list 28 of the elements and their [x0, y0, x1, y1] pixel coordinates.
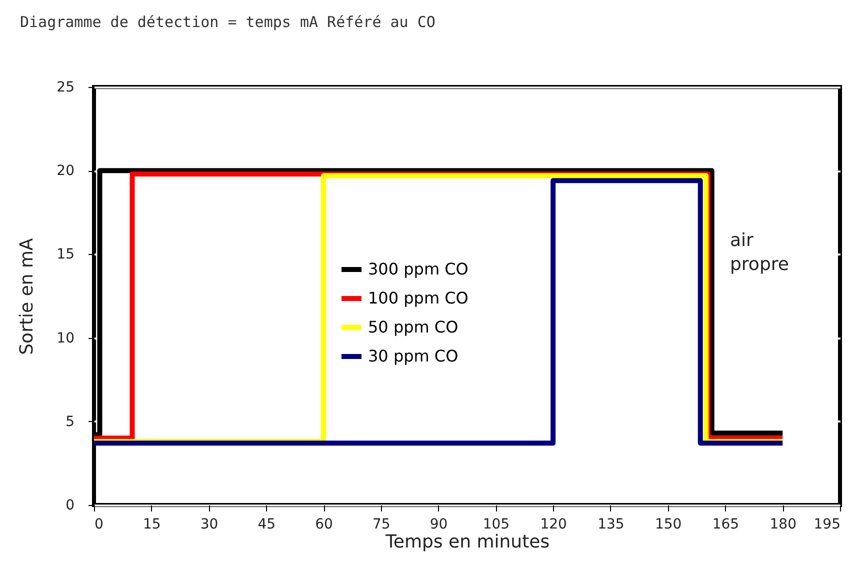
- x-tick-label: 120: [540, 516, 567, 532]
- x-tick-label: 180: [770, 516, 796, 532]
- x-tick-label: 0: [94, 516, 104, 532]
- x-tick-label: 60: [315, 516, 333, 532]
- x-tick-label: 165: [712, 516, 740, 532]
- legend-label: 50 ppm CO: [368, 318, 458, 336]
- x-tick-label: 45: [258, 516, 276, 532]
- chart-title: Diagramme de détection = temps mA Référé au CO: [20, 13, 436, 31]
- x-tick-label: 15: [142, 516, 161, 532]
- x-tick-label: 135: [598, 516, 624, 532]
- y-tick-label: 0: [66, 498, 74, 514]
- legend-label: 100 ppm CO: [368, 288, 468, 308]
- x-tick-label: 90: [430, 516, 448, 532]
- legend-label: 300 ppm CO: [368, 260, 468, 278]
- y-tick-label: 15: [56, 246, 74, 263]
- annotation: air propre: [730, 230, 789, 275]
- x-tick-label: 105: [482, 516, 510, 532]
- y-tick-label: 10: [56, 330, 74, 346]
- x-tick-label: 30: [200, 516, 218, 532]
- legend-label: 30 ppm CO: [368, 346, 458, 366]
- y-tick-label: 5: [66, 414, 74, 430]
- x-tick-label: 150: [654, 516, 682, 532]
- x-tick-label: 75: [372, 516, 390, 532]
- y-axis-title: Sortie en mA: [16, 237, 38, 355]
- x-tick-label: 195: [814, 516, 840, 532]
- x-axis-title: Temps en minutes: [384, 532, 550, 552]
- y-tick-label: 20: [56, 163, 74, 180]
- y-tick-label: 25: [56, 80, 74, 96]
